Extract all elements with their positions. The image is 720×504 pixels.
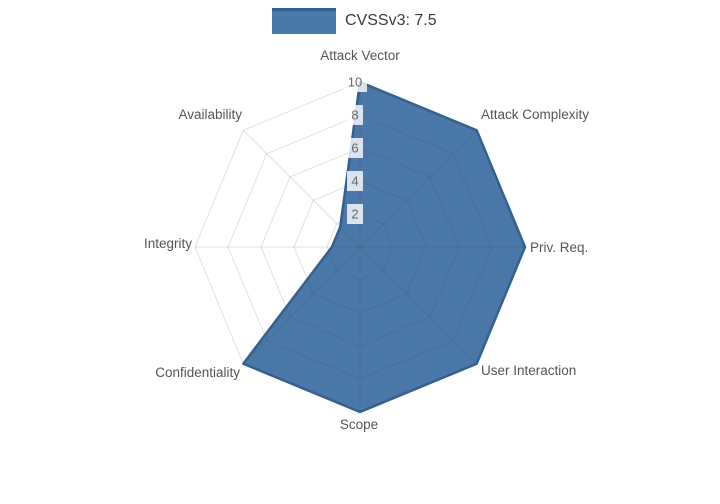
legend-swatch (272, 8, 336, 34)
axis-label-attack-vector: Attack Vector (320, 48, 400, 63)
radial-tick-box (343, 72, 367, 92)
grid-ring (260, 147, 460, 347)
radial-tick-label: 8 (351, 108, 358, 123)
radial-tick-label: 6 (351, 141, 358, 156)
legend-label: CVSSv3: 7.5 (345, 12, 437, 29)
axis-label-confidentiality: Confidentiality (155, 365, 240, 380)
radial-tick-box (347, 171, 363, 191)
axis-label-user-interaction: User Interaction (481, 363, 576, 378)
series-outline (242, 80, 527, 414)
radial-tick-box (347, 138, 363, 158)
grid-spoke (359, 246, 478, 365)
grid-spoke (359, 129, 478, 248)
axis-label-scope: Scope (340, 417, 378, 432)
grid-ring (227, 114, 493, 380)
grid-ring (326, 213, 394, 281)
radial-tick-label: 4 (351, 174, 358, 189)
radial-tick-box (347, 105, 363, 125)
radial-tick-box (347, 204, 363, 224)
axis-label-integrity: Integrity (144, 236, 192, 251)
grid-spoke (242, 246, 361, 365)
radial-tick-label: 2 (351, 207, 358, 222)
legend[interactable]: CVSSv3: 7.5 (272, 8, 437, 34)
series-fill (243, 82, 526, 412)
axis-label-availability: Availability (178, 107, 242, 122)
grid-ring (293, 180, 427, 314)
axis-label-priv-req: Priv. Req. (530, 240, 588, 255)
axis-label-attack-complexity: Attack Complexity (481, 107, 589, 122)
radial-tick-label: 10 (348, 75, 362, 90)
